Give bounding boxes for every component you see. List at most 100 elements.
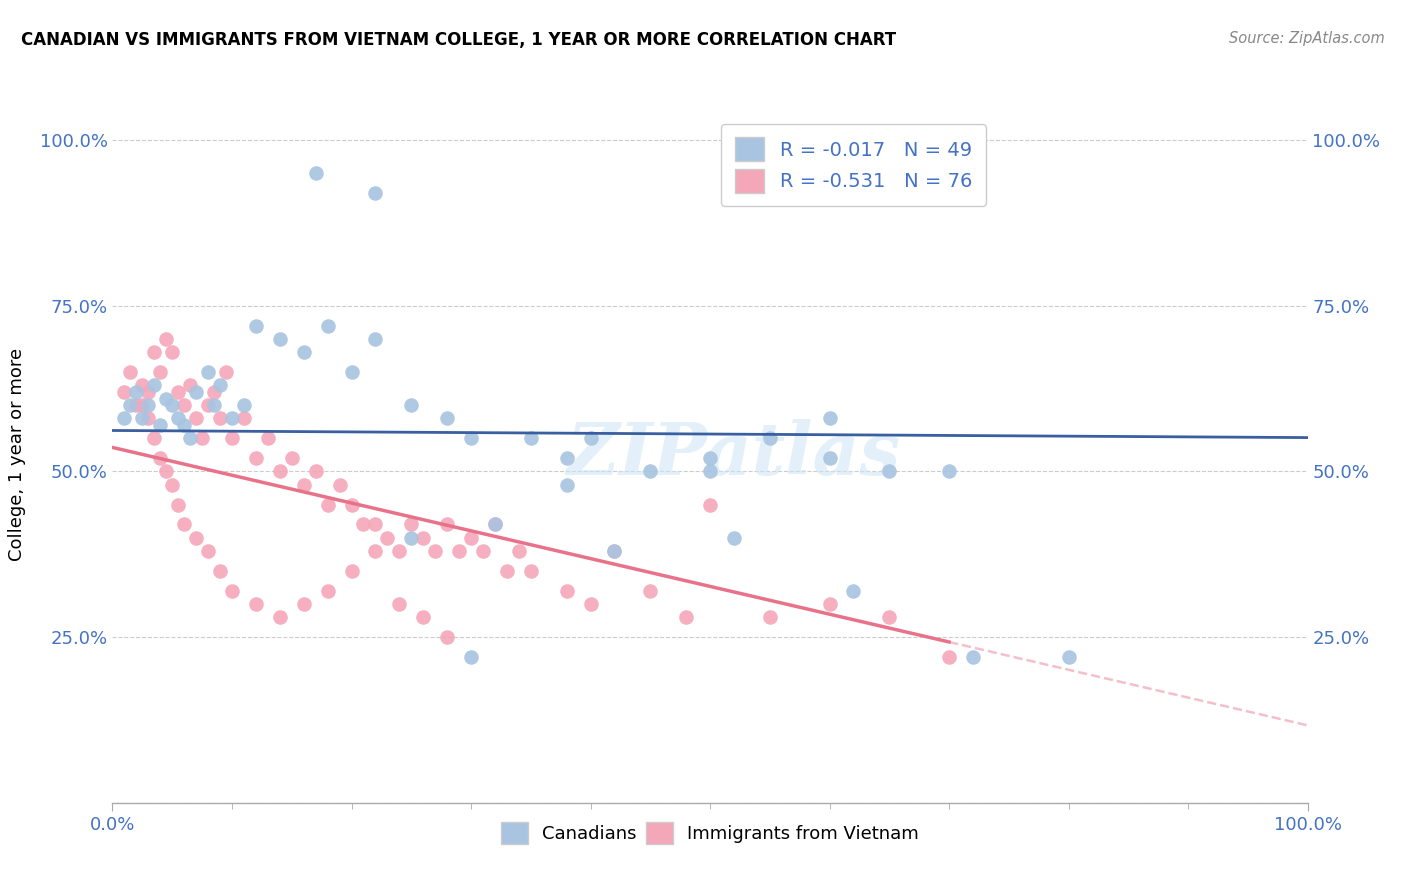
Point — [329, 477, 352, 491]
Point — [173, 398, 195, 412]
Point — [167, 384, 190, 399]
Point — [938, 465, 960, 479]
Point — [167, 411, 190, 425]
Point — [364, 186, 387, 201]
Point — [436, 411, 458, 425]
Point — [508, 544, 530, 558]
Point — [364, 332, 387, 346]
Point — [186, 411, 208, 425]
Point — [603, 544, 626, 558]
Point — [436, 517, 458, 532]
Point — [316, 318, 339, 333]
Point — [640, 465, 662, 479]
Point — [162, 477, 183, 491]
Point — [197, 398, 219, 412]
Point — [436, 630, 458, 644]
Point — [401, 517, 423, 532]
Point — [138, 384, 160, 399]
Point — [138, 411, 160, 425]
Point — [759, 431, 782, 445]
Point — [842, 583, 865, 598]
Point — [460, 650, 482, 665]
Point — [233, 398, 256, 412]
Point — [818, 411, 841, 425]
Point — [460, 431, 482, 445]
Point — [143, 431, 166, 445]
Point — [149, 365, 172, 379]
Point — [699, 465, 721, 479]
Point — [167, 498, 190, 512]
Point — [472, 544, 495, 558]
Point — [179, 378, 201, 392]
Point — [131, 411, 153, 425]
Point — [221, 583, 243, 598]
Point — [879, 610, 901, 624]
Point — [425, 544, 447, 558]
Point — [162, 345, 183, 359]
Point — [114, 384, 135, 399]
Point — [938, 650, 960, 665]
Point — [269, 332, 291, 346]
Point — [138, 398, 160, 412]
Point — [699, 451, 721, 466]
Point — [143, 378, 166, 392]
Text: CANADIAN VS IMMIGRANTS FROM VIETNAM COLLEGE, 1 YEAR OR MORE CORRELATION CHART: CANADIAN VS IMMIGRANTS FROM VIETNAM COLL… — [21, 31, 896, 49]
Point — [316, 498, 339, 512]
Point — [186, 531, 208, 545]
Legend: Canadians, Immigrants from Vietnam: Canadians, Immigrants from Vietnam — [492, 813, 928, 853]
Point — [496, 564, 519, 578]
Point — [401, 531, 423, 545]
Point — [579, 431, 602, 445]
Point — [292, 477, 315, 491]
Point — [197, 544, 219, 558]
Point — [412, 531, 434, 545]
Point — [675, 610, 697, 624]
Point — [245, 318, 267, 333]
Point — [281, 451, 304, 466]
Point — [173, 418, 195, 433]
Point — [114, 411, 135, 425]
Point — [723, 531, 745, 545]
Point — [221, 411, 243, 425]
Point — [173, 517, 195, 532]
Point — [202, 398, 225, 412]
Point — [484, 517, 506, 532]
Point — [818, 451, 841, 466]
Point — [305, 465, 328, 479]
Point — [292, 345, 315, 359]
Point — [292, 597, 315, 611]
Point — [215, 365, 238, 379]
Point — [759, 610, 782, 624]
Point — [155, 465, 177, 479]
Point — [209, 564, 232, 578]
Point — [555, 451, 578, 466]
Point — [120, 398, 142, 412]
Point — [1057, 650, 1080, 665]
Point — [388, 597, 411, 611]
Point — [340, 564, 363, 578]
Point — [699, 498, 721, 512]
Point — [131, 398, 153, 412]
Point — [305, 166, 328, 180]
Point — [364, 517, 387, 532]
Point — [520, 431, 543, 445]
Point — [377, 531, 399, 545]
Point — [197, 365, 219, 379]
Point — [120, 365, 142, 379]
Point — [879, 465, 901, 479]
Point — [155, 332, 177, 346]
Point — [221, 431, 243, 445]
Point — [447, 544, 470, 558]
Point — [340, 498, 363, 512]
Point — [818, 597, 841, 611]
Point — [555, 583, 578, 598]
Point — [579, 597, 602, 611]
Point — [412, 610, 434, 624]
Point — [245, 451, 267, 466]
Point — [191, 431, 214, 445]
Point — [484, 517, 506, 532]
Text: Source: ZipAtlas.com: Source: ZipAtlas.com — [1229, 31, 1385, 46]
Point — [209, 378, 232, 392]
Point — [202, 384, 225, 399]
Text: ZIPatlas: ZIPatlas — [567, 419, 901, 491]
